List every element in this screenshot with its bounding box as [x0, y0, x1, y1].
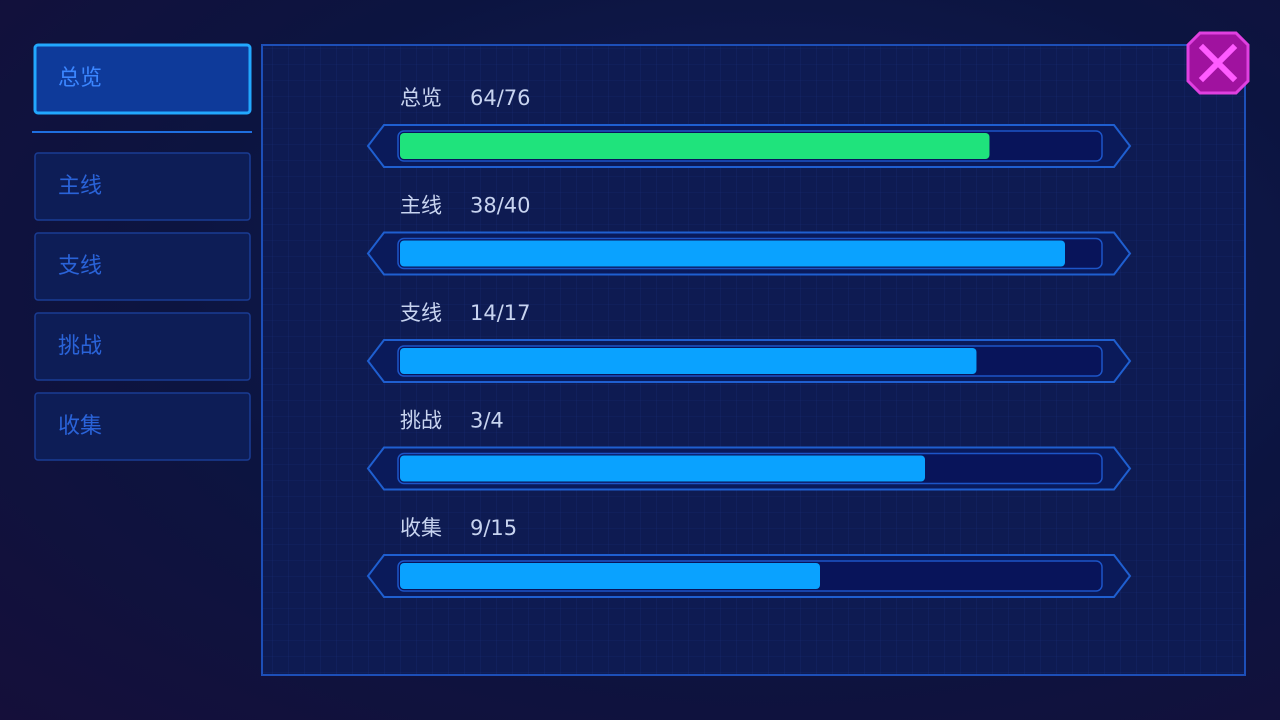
- tab-button[interactable]: 挑战: [34, 312, 251, 381]
- close-button[interactable]: [1186, 31, 1250, 95]
- progress-bar: [400, 133, 990, 159]
- tab-button[interactable]: 总览: [33, 43, 252, 115]
- tab-background: [34, 312, 251, 381]
- tab-button[interactable]: 主线: [34, 152, 251, 221]
- progress-title: 总览: [400, 86, 442, 110]
- tab-background: [34, 392, 251, 461]
- progress-count: 64/76: [470, 86, 531, 110]
- tab-label: 挑战: [58, 334, 102, 359]
- progress-count: 9/15: [470, 516, 517, 540]
- tab-background: [34, 232, 251, 301]
- progress-count: 14/17: [470, 301, 531, 325]
- progress-title: 收集: [400, 516, 442, 540]
- progress-count: 38/40: [470, 194, 531, 218]
- progress-title: 挑战: [400, 409, 442, 433]
- tab-label: 主线: [58, 174, 102, 199]
- tab-background: [33, 43, 252, 115]
- progress-title: 支线: [400, 301, 442, 325]
- tab-label: 总览: [58, 66, 102, 91]
- progress-bar: [400, 455, 925, 482]
- progress-bar: [400, 563, 820, 589]
- tab-label: 收集: [58, 414, 102, 439]
- tab-button[interactable]: 支线: [34, 232, 251, 301]
- progress-bar: [400, 240, 1065, 267]
- tab-label: 支线: [58, 254, 102, 279]
- progress-title: 主线: [400, 194, 442, 218]
- progress-bar: [400, 348, 977, 374]
- tab-background: [34, 152, 251, 221]
- progress-list: 总览 64/76 主线 38/40 支线 14/17 挑战 3/4 收集 9/15: [366, 86, 1132, 598]
- progress-count: 3/4: [470, 409, 504, 433]
- tab-button[interactable]: 收集: [34, 392, 251, 461]
